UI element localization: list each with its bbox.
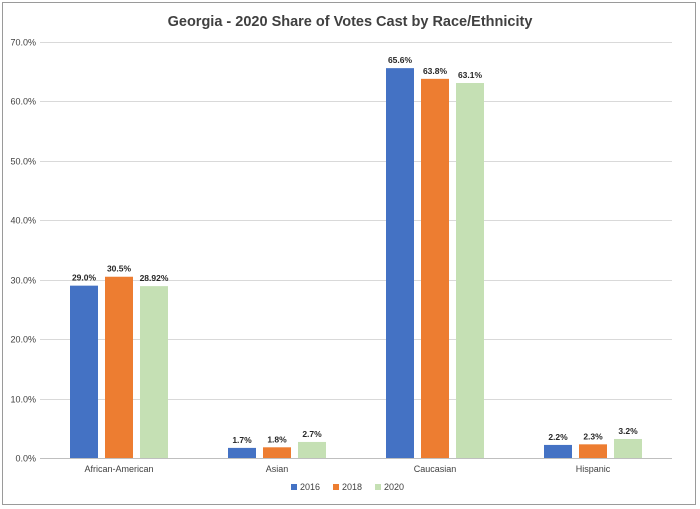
data-label: 3.2% [618, 426, 638, 436]
data-label: 63.1% [458, 70, 483, 80]
data-label: 2.3% [583, 431, 603, 441]
y-tick-label: 60.0% [10, 97, 36, 107]
bar-2016-caucasian [386, 68, 414, 459]
bar-2016-hispanic [544, 444, 572, 458]
legend: 2016 2018 2020 [291, 482, 404, 492]
y-tick-label: 20.0% [10, 335, 36, 345]
bar-2016-african-american [70, 285, 98, 458]
legend-label-2018: 2018 [342, 482, 362, 492]
legend-label-2020: 2020 [384, 482, 404, 492]
data-label: 30.5% [107, 264, 132, 274]
data-label: 63.8% [423, 66, 448, 76]
bar-2016-asian [228, 447, 256, 458]
x-tick-label: Hispanic [576, 464, 611, 474]
x-tick-label: African-American [84, 464, 153, 474]
legend-swatch-2018 [333, 484, 339, 490]
bar-2020-african-american [140, 286, 168, 458]
gridlines [40, 42, 672, 400]
y-tick-label: 50.0% [10, 157, 36, 167]
y-tick-label: 0.0% [15, 454, 36, 464]
y-tick-label: 70.0% [10, 38, 36, 48]
chart-title: Georgia - 2020 Share of Votes Cast by Ra… [168, 14, 533, 30]
bar-2018-african-american [105, 276, 133, 458]
data-label: 2.2% [548, 432, 568, 442]
bars [70, 68, 642, 459]
y-tick-label: 30.0% [10, 276, 36, 286]
legend-swatch-2016 [291, 484, 297, 490]
bar-2018-asian [263, 447, 291, 458]
data-label: 65.6% [388, 55, 413, 65]
data-label: 1.7% [232, 435, 252, 445]
bar-2018-hispanic [579, 444, 607, 458]
legend-label-2016: 2016 [300, 482, 320, 492]
data-label: 2.7% [302, 429, 322, 439]
y-tick-label: 40.0% [10, 216, 36, 226]
data-label: 29.0% [72, 273, 97, 283]
y-tick-label: 10.0% [10, 395, 36, 405]
data-label: 1.8% [267, 434, 287, 444]
bar-2020-asian [298, 441, 326, 458]
data-labels: 29.0% 30.5% 28.92% 1.7% 1.8% 2.7% 65.6% 63.8% 63… [72, 55, 638, 445]
x-tick-label: Caucasian [414, 464, 457, 474]
bar-2020-caucasian [456, 83, 484, 459]
x-tick-label: Asian [266, 464, 289, 474]
bar-2020-hispanic [614, 438, 642, 458]
legend-swatch-2020 [375, 484, 381, 490]
bar-2018-caucasian [421, 78, 449, 459]
axes: 0.0% 10.0% 20.0% 30.0% 40.0% 50.0% 60.0% 70.0% A… [10, 38, 672, 474]
data-label: 28.92% [140, 273, 169, 283]
